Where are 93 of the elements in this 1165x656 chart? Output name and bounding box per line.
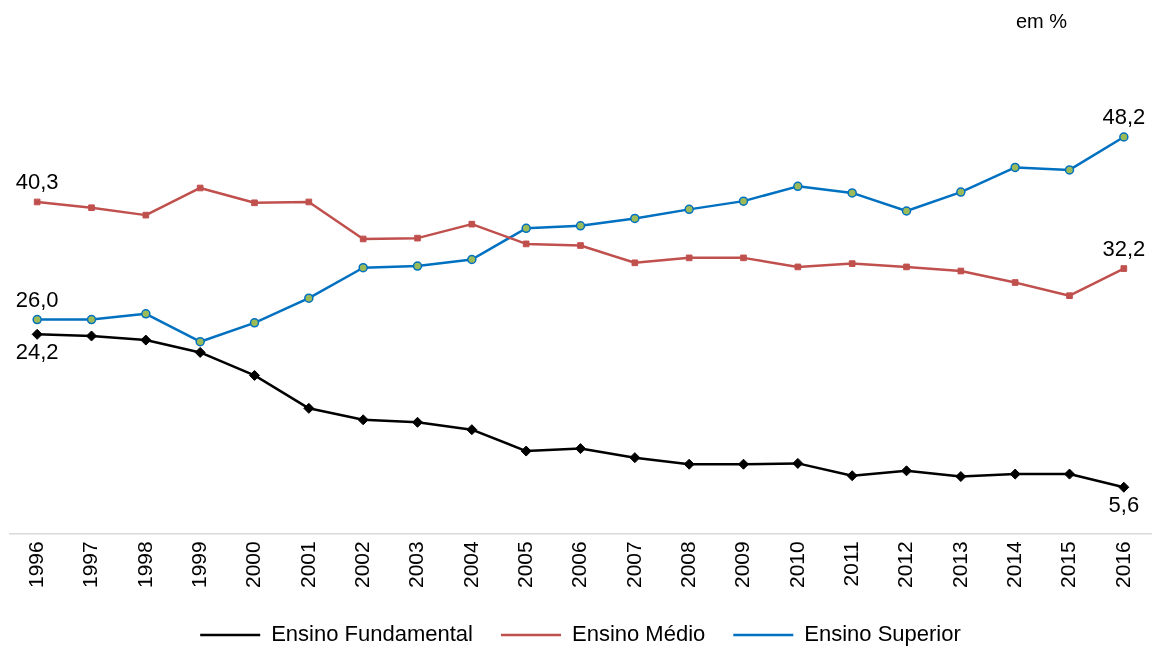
point — [358, 262, 368, 273]
data-label: 40,3 — [15, 169, 59, 195]
point — [794, 263, 802, 271]
point — [359, 235, 367, 243]
point — [33, 198, 41, 206]
point — [738, 196, 749, 206]
x-tick-label: 2010 — [784, 541, 808, 588]
point — [1064, 468, 1075, 480]
x-tick-label: 2009 — [730, 541, 754, 588]
point — [955, 471, 967, 483]
point — [249, 369, 260, 381]
point — [629, 452, 641, 464]
point — [194, 346, 206, 358]
point — [141, 309, 151, 319]
point — [414, 234, 421, 242]
data-label: 48,2 — [1102, 104, 1146, 130]
x-tick-label: 2007 — [621, 541, 645, 588]
point — [901, 465, 912, 477]
point — [249, 318, 260, 328]
x-tick-label: 2012 — [893, 541, 917, 588]
point — [684, 204, 694, 215]
point — [412, 416, 423, 428]
point — [86, 314, 97, 325]
point — [467, 254, 477, 265]
x-tick-label: 2001 — [295, 541, 319, 588]
point — [792, 457, 804, 469]
x-tick-label: 2004 — [458, 540, 482, 588]
point — [86, 330, 97, 342]
point — [520, 445, 532, 457]
point — [685, 254, 693, 262]
x-tick-label: 2002 — [349, 541, 373, 588]
point — [1010, 162, 1020, 173]
x-tick-label: 2000 — [241, 541, 265, 588]
point — [846, 470, 858, 482]
point — [1066, 292, 1073, 300]
x-tick-label: 1998 — [132, 541, 156, 588]
point — [1120, 265, 1128, 272]
point — [196, 184, 204, 192]
x-tick-label: 1997 — [78, 541, 102, 588]
x-tick-label: 2016 — [1110, 541, 1134, 588]
point — [847, 188, 857, 198]
point — [631, 259, 639, 267]
x-tick-label: 1996 — [23, 541, 47, 588]
point — [1064, 165, 1075, 175]
point — [1119, 132, 1129, 142]
point — [195, 336, 205, 347]
data-label: 5,6 — [1108, 492, 1140, 518]
legend-label: Ensino Fundamental — [271, 621, 473, 647]
x-tick-label: 1999 — [186, 541, 210, 588]
point — [956, 187, 966, 197]
x-tick-label: 2005 — [512, 541, 536, 588]
point — [793, 181, 803, 192]
data-label: 26,0 — [15, 286, 59, 312]
x-tick-label: 2013 — [947, 541, 971, 588]
point — [32, 314, 42, 325]
point — [412, 261, 423, 271]
point — [303, 402, 315, 414]
point — [1011, 279, 1019, 286]
point — [142, 211, 150, 219]
x-tick-label: 2006 — [567, 541, 591, 588]
point — [740, 254, 747, 262]
point — [738, 458, 749, 470]
point — [957, 267, 965, 275]
point — [848, 260, 856, 267]
point — [466, 424, 478, 436]
point — [304, 293, 314, 303]
point — [251, 199, 258, 207]
x-tick-label: 2014 — [1001, 540, 1025, 588]
data-label: 24,2 — [15, 339, 59, 365]
x-tick-label: 2011 — [838, 541, 862, 587]
point — [577, 242, 584, 249]
point — [31, 328, 43, 340]
point — [630, 213, 640, 224]
point — [522, 240, 530, 248]
point — [1118, 481, 1130, 493]
x-tick-label: 2008 — [675, 541, 699, 588]
point — [901, 206, 912, 216]
point — [305, 198, 313, 206]
point — [357, 414, 369, 426]
point — [140, 334, 152, 346]
x-tick-label: 2015 — [1056, 541, 1080, 588]
point — [88, 204, 95, 212]
text: em % — [1015, 9, 1068, 32]
point — [575, 221, 586, 231]
point — [575, 443, 586, 455]
x-tick-label: 2003 — [404, 541, 428, 588]
legend-label: Ensino Médio — [571, 621, 706, 647]
point — [468, 220, 476, 228]
point — [521, 223, 531, 234]
point — [683, 458, 695, 470]
legend-label: Ensino Superior — [804, 621, 961, 647]
point — [903, 263, 910, 271]
data-label: 32,2 — [1102, 235, 1146, 261]
